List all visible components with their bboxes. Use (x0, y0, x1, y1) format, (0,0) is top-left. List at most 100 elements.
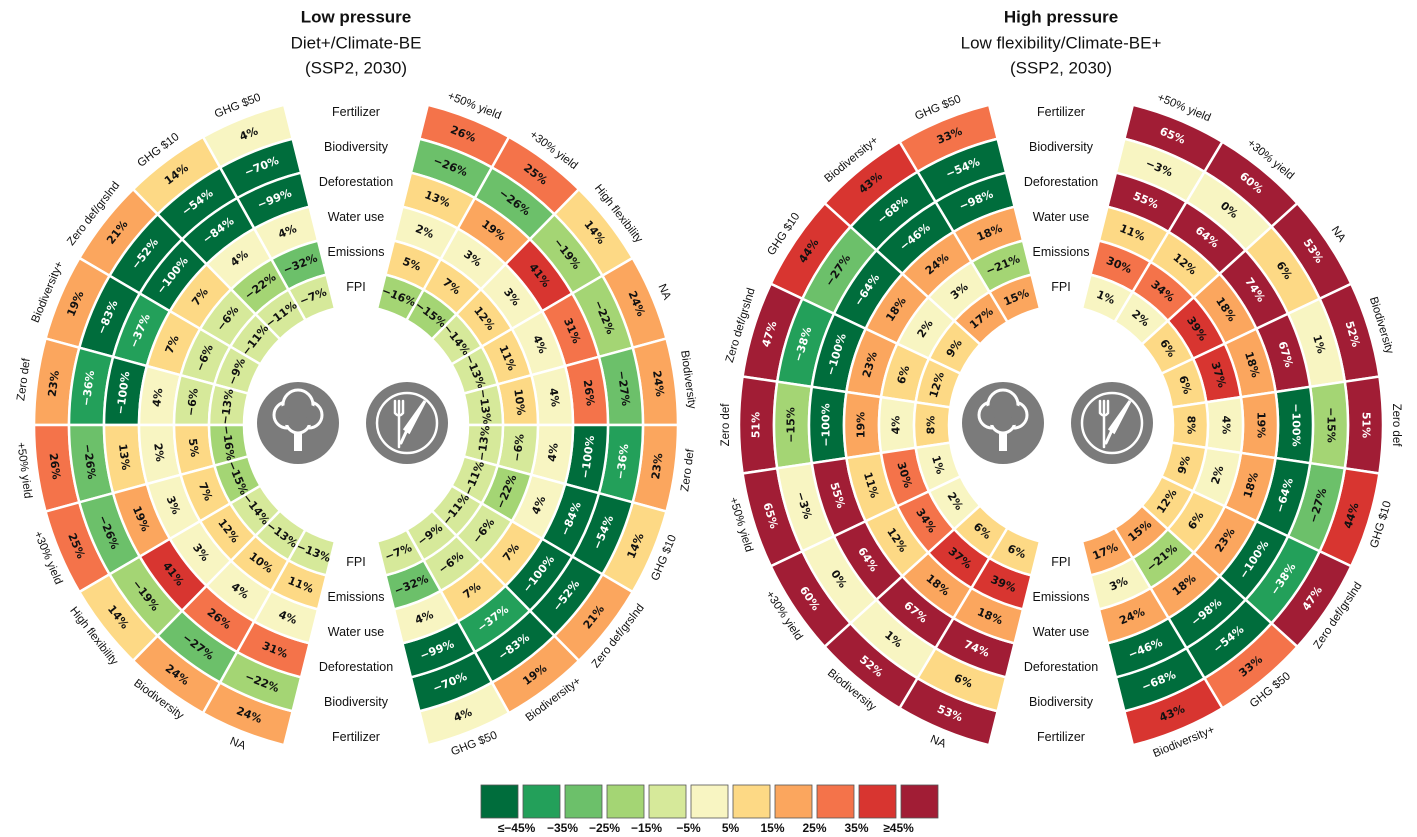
cell-label: −100% (820, 403, 833, 446)
legend-swatch (816, 784, 855, 819)
ring-label: Deforestation (319, 175, 393, 189)
cell-label: 2% (1209, 464, 1227, 486)
tree-icon (257, 382, 339, 464)
icon-fork (393, 399, 405, 449)
cell-label: 4% (452, 706, 474, 725)
legend-swatch (690, 784, 729, 819)
legend-label: 35% (844, 821, 868, 835)
cell-label: −26% (81, 443, 99, 480)
ring-label: FPI (1051, 555, 1070, 569)
scenario-label: NA (656, 282, 673, 302)
icon-knife (1104, 400, 1132, 445)
cell-label: 4% (546, 387, 561, 407)
icon-leaf-fill (289, 412, 307, 430)
legend-label: ≥45% (883, 821, 914, 835)
cell-label: −100% (579, 435, 598, 480)
ring-label: Fertilizer (1037, 105, 1085, 119)
legend-swatch (564, 784, 603, 819)
cell-label: 5% (401, 255, 423, 274)
cell-label: −16% (219, 425, 237, 462)
cell-label: −6% (510, 433, 527, 462)
cell-label: 51% (1360, 412, 1373, 438)
scenario-label: Zero def (720, 403, 732, 447)
cell-label: 26% (47, 452, 63, 480)
heat-cell (375, 528, 426, 577)
legend-swatch (522, 784, 561, 819)
ring-label: Biodiversity (324, 695, 389, 709)
cell-label: −15% (785, 407, 798, 443)
fork-icon (1071, 382, 1153, 464)
cell-label: 1% (929, 454, 947, 476)
scenario-label: NA (228, 735, 248, 752)
chart-subtitle: (SSP2, 2030) (1010, 58, 1112, 77)
cell-label: 26% (581, 379, 597, 407)
ring-label: Fertilizer (1037, 730, 1085, 744)
legend-label: 15% (760, 821, 784, 835)
heat-cell (987, 526, 1042, 577)
chart-subtitle: (SSP2, 2030) (305, 58, 407, 77)
icon-leaf-fill (994, 412, 1012, 430)
legend-swatch (774, 784, 813, 819)
cell-label: 51% (750, 412, 763, 438)
ring-label: Fertilizer (332, 105, 380, 119)
ring-label: Water use (1033, 210, 1090, 224)
cell-label: −13% (218, 388, 236, 425)
scenario-label: NA (1329, 224, 1348, 244)
ring-label: FPI (1051, 280, 1070, 294)
cell-label: −6% (184, 387, 201, 416)
scenario-label: +50% yield (14, 442, 33, 500)
ring-label: Water use (328, 210, 385, 224)
cell-label: −27% (615, 370, 633, 407)
cell-label: 13% (116, 443, 132, 471)
cell-label: 24% (650, 370, 666, 398)
cell-label: −36% (80, 370, 98, 407)
legend-label: −5% (676, 821, 701, 835)
legend-swatch (648, 784, 687, 819)
cell-label: 19% (855, 412, 868, 438)
ring-label: FPI (346, 555, 365, 569)
icon-trunk (294, 421, 302, 451)
legend-swatch (480, 784, 519, 819)
cell-label: 4% (150, 387, 165, 407)
cell-label: 4% (890, 416, 903, 435)
legend-label: −35% (547, 821, 578, 835)
icon-leaf-fill (286, 393, 310, 417)
chart-title: Low pressure (301, 7, 412, 26)
cell-label: −100% (114, 371, 133, 416)
scenario-label: Biodiversity (678, 350, 698, 410)
cell-label: 6% (1176, 374, 1194, 396)
ring-label: Deforestation (1024, 175, 1098, 189)
cell-label: 8% (925, 416, 938, 435)
legend-swatch (858, 784, 897, 819)
ring-label: Deforestation (1024, 660, 1098, 674)
legend-swatch (606, 784, 645, 819)
icon-knife (399, 400, 427, 445)
chart-title: High pressure (1004, 7, 1118, 26)
cell-label: 4% (238, 124, 260, 143)
cell-label: 8% (1185, 416, 1198, 435)
scenario-label: Zero def (679, 448, 697, 493)
cell-label: 6% (895, 364, 913, 386)
cell-label: 4% (413, 608, 435, 627)
icon-fork (1098, 399, 1110, 449)
scenario-label: Zero def (15, 357, 33, 402)
scenario-label: Zero def (1390, 404, 1402, 448)
ring-label: Biodiversity (1029, 695, 1094, 709)
cell-label: 2% (413, 222, 435, 241)
ring-label: Emissions (1033, 590, 1090, 604)
ring-label: Emissions (1033, 245, 1090, 259)
cell-label: −13% (475, 425, 493, 462)
cell-label: 19% (1255, 412, 1268, 438)
ring-label: Fertilizer (332, 730, 380, 744)
legend-label: ≤−45% (498, 821, 536, 835)
cell-label: 4% (277, 608, 299, 627)
cell-label: −15% (1325, 407, 1338, 443)
scenario-label: NA (928, 733, 948, 750)
cell-label: 4% (1220, 416, 1233, 435)
cell-label: 2% (151, 442, 166, 462)
ring-label: Emissions (328, 590, 385, 604)
tree-icon (962, 382, 1044, 464)
legend-label: −15% (631, 821, 662, 835)
cell-label: −100% (1290, 403, 1303, 446)
